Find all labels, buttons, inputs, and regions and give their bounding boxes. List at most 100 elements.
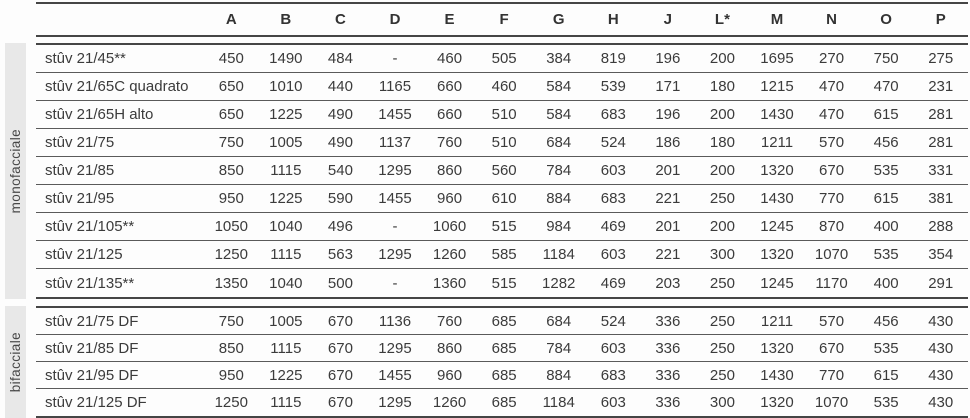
dimension-cell: 196 (655, 50, 681, 67)
dimension-cell: 660 (437, 78, 463, 95)
dimension-cell: 1260 (432, 394, 467, 411)
group-label-bifacciale: bifacciale (8, 331, 23, 393)
dimension-cell: 430 (928, 394, 954, 411)
dimension-cell: 760 (437, 312, 463, 330)
dimension-cell: 950 (218, 190, 244, 207)
table-row: stûv 21/85 DF 850 1115 670 1295 860 685 784 603 3… (36, 335, 968, 362)
dimension-cell: 603 (600, 162, 626, 179)
dimension-cell: - (392, 50, 398, 67)
column-header: J (663, 11, 673, 28)
dimension-cell: 584 (546, 106, 572, 123)
dimension-cell: 1250 (214, 246, 248, 263)
model-name-cell: stûv 21/135** (45, 274, 135, 292)
dimension-cell: 819 (600, 50, 626, 67)
dimension-cell: 1225 (269, 190, 303, 207)
dimension-cell: 231 (928, 78, 954, 95)
model-name-cell: stûv 21/95 (45, 190, 115, 207)
dimension-cell: 221 (655, 246, 681, 263)
dimension-cell: 250 (709, 366, 735, 384)
dimension-cell: 560 (491, 162, 517, 179)
dimension-cell: 221 (655, 190, 681, 207)
dimension-cell: 200 (709, 50, 735, 67)
column-header: D (389, 11, 401, 28)
dimension-cell: 535 (873, 339, 899, 357)
dimension-cell: 770 (819, 366, 845, 384)
dimension-cell: 200 (709, 162, 735, 179)
dimension-cell: 884 (546, 366, 572, 384)
column-header: B (280, 11, 292, 28)
dimension-cell: 1005 (269, 312, 303, 330)
dimension-cell: 750 (873, 50, 899, 67)
dimension-cell: 1040 (269, 218, 303, 235)
dimension-cell: 590 (327, 190, 353, 207)
dimension-cell: 484 (327, 50, 353, 67)
dimension-cell: 1430 (760, 190, 794, 207)
dimension-cell: 750 (218, 312, 244, 330)
dimension-cell: 1490 (269, 50, 303, 67)
dimension-cell: 331 (928, 162, 954, 179)
dimension-cell: 1295 (378, 162, 412, 179)
model-name-cell: stûv 21/125 DF (45, 394, 147, 411)
group-bar-monofacciale: monofacciale (5, 43, 26, 299)
table-row: stûv 21/75 DF 750 1005 670 1136 760 685 684 524 3… (36, 308, 968, 335)
table-row: stûv 21/65C quadrato 650 1010 440 1165 660 460… (36, 73, 968, 101)
dimension-cell: 1060 (432, 218, 467, 235)
dimension-cell: 1360 (432, 274, 467, 292)
dimension-cell: 430 (928, 339, 954, 357)
model-name-cell: stûv 21/65C quadrato (45, 78, 189, 95)
group-bifacciale: stûv 21/75 DF 750 1005 670 1136 760 685 684 524 3… (36, 306, 968, 418)
dimension-cell: 381 (928, 190, 954, 207)
dimension-cell: 784 (546, 339, 572, 357)
dimension-cell: 300 (709, 246, 735, 263)
dimension-cell: 615 (873, 190, 899, 207)
dimension-cell: 1430 (760, 366, 794, 384)
model-name-cell: stûv 21/85 (45, 162, 115, 179)
dimension-cell: 505 (491, 50, 517, 67)
dimension-cell: 524 (600, 134, 626, 151)
dimension-cell: 670 (819, 162, 845, 179)
dimension-cell: 470 (819, 106, 845, 123)
dimension-cell: 950 (218, 366, 244, 384)
dimension-cell: 563 (327, 246, 353, 263)
dimension-cell: 456 (873, 312, 899, 330)
dimension-cell: 585 (491, 246, 517, 263)
dimension-cell: 685 (491, 394, 517, 411)
column-header: N (826, 11, 837, 28)
dimension-cell: 496 (327, 218, 353, 235)
dimension-cell: 1005 (269, 134, 303, 151)
dimension-cell: 1455 (378, 190, 412, 207)
dimension-cell: 291 (928, 274, 954, 292)
dimension-cell: 180 (709, 134, 735, 151)
dimension-cell: 500 (327, 274, 353, 292)
dimension-cell: 670 (327, 339, 353, 357)
dimension-cell: 784 (546, 162, 572, 179)
dimension-cell: 684 (546, 312, 572, 330)
dimension-cell: 660 (437, 106, 463, 123)
table-header-row: A B C D E F G H J L* M N O P (36, 2, 968, 37)
column-header: O (880, 11, 892, 28)
table-row: stûv 21/105** 1050 1040 496 - 1060 515 984 469 20… (36, 213, 968, 241)
dimension-cell: 336 (655, 312, 681, 330)
table-row: stûv 21/125 1250 1115 563 1295 1260 585 1184 603… (36, 241, 968, 269)
dimension-cell: 460 (437, 50, 463, 67)
dimension-cell: 400 (873, 274, 899, 292)
group-monofacciale: stûv 21/45** 450 1490 484 - 460 505 384 819 196 20… (36, 43, 968, 299)
dimension-cell: 510 (491, 106, 517, 123)
dimension-cell: 1295 (378, 339, 412, 357)
dimension-cell: 984 (546, 218, 572, 235)
table-row: stûv 21/125 DF 1250 1115 670 1295 1260 685 1184… (36, 389, 968, 416)
dimension-cell: 1115 (270, 162, 302, 179)
dimension-cell: 683 (600, 366, 626, 384)
dimension-cell: 1070 (814, 394, 849, 411)
dimension-cell: 354 (928, 246, 954, 263)
dimension-cell: 1115 (270, 394, 302, 411)
dimension-cell: 603 (600, 339, 626, 357)
dimension-cell: 584 (546, 78, 572, 95)
dimension-cell: 870 (819, 218, 845, 235)
table-row: stûv 21/135** 1350 1040 500 - 1360 515 1282 469 2… (36, 269, 968, 297)
dimension-cell: 336 (655, 339, 681, 357)
dimension-cell: 469 (600, 274, 626, 292)
dimension-cell: 180 (709, 78, 735, 95)
dimension-cell: 535 (873, 246, 899, 263)
